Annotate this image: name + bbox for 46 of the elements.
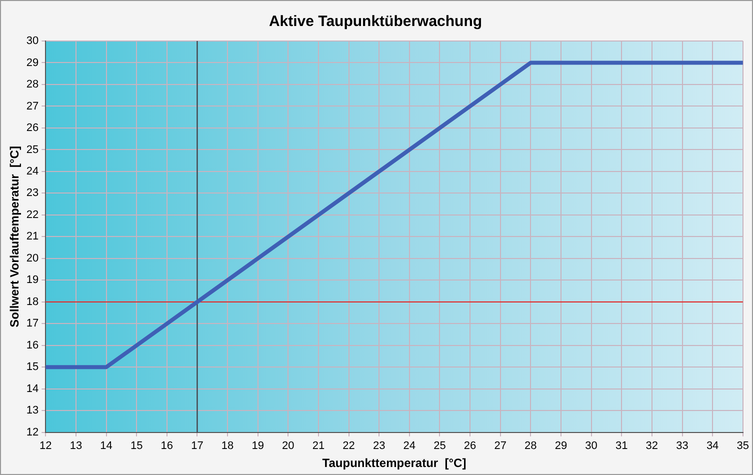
y-tick-label: 30 <box>26 35 39 48</box>
x-tick-label: 28 <box>524 440 537 452</box>
y-tick-label: 28 <box>26 78 39 91</box>
x-tick-label: 18 <box>221 440 234 452</box>
y-tick-label: 17 <box>26 318 39 330</box>
y-axis-title: Sollwert Vorlauftemperatur [°C] <box>8 146 22 328</box>
y-tick-label: 22 <box>26 208 39 221</box>
y-tick-label: 12 <box>26 426 39 438</box>
y-tick-label: 29 <box>26 56 39 69</box>
x-tick-label: 31 <box>615 440 628 452</box>
y-tick-label: 16 <box>26 339 39 352</box>
y-tick-label: 23 <box>26 187 39 200</box>
y-tick-label: 27 <box>26 100 39 112</box>
x-tick-label: 34 <box>706 440 719 452</box>
x-tick-label: 35 <box>736 440 750 452</box>
y-tick-label: 25 <box>26 144 39 156</box>
y-tick-label: 24 <box>26 166 39 178</box>
x-tick-label: 19 <box>252 440 264 452</box>
x-axis-title: Taupunkttemperatur [°C] <box>322 456 466 470</box>
x-tick-label: 17 <box>191 440 204 452</box>
y-tick-label: 20 <box>26 252 39 264</box>
y-tick-label: 18 <box>26 296 39 308</box>
x-tick-label: 15 <box>130 440 143 452</box>
x-tick-label: 22 <box>342 440 355 452</box>
y-tick-label: 19 <box>26 274 39 286</box>
x-tick-label: 24 <box>403 440 416 452</box>
x-tick-label: 30 <box>585 440 598 452</box>
x-tick-label: 33 <box>676 440 688 452</box>
x-tick-label: 13 <box>70 440 82 452</box>
x-tick-label: 25 <box>434 440 446 452</box>
x-tick-label: 21 <box>312 440 325 452</box>
x-tick-label: 26 <box>464 440 476 452</box>
y-tick-label: 13 <box>26 404 39 417</box>
x-tick-label: 14 <box>100 440 112 452</box>
x-tick-label: 16 <box>160 440 174 452</box>
y-tick-label: 26 <box>26 122 39 134</box>
x-tick-label: 27 <box>494 440 506 452</box>
x-tick-label: 29 <box>554 440 568 452</box>
y-tick-label: 14 <box>26 382 39 395</box>
x-tick-label: 23 <box>372 440 386 452</box>
x-tick-label: 32 <box>646 440 658 452</box>
x-tick-label: 20 <box>282 440 294 452</box>
x-tick-label: 12 <box>40 440 52 452</box>
chart-title: Aktive Taupunktüberwachung <box>268 13 482 30</box>
y-tick-label: 21 <box>26 230 39 243</box>
y-tick-label: 15 <box>26 361 39 374</box>
